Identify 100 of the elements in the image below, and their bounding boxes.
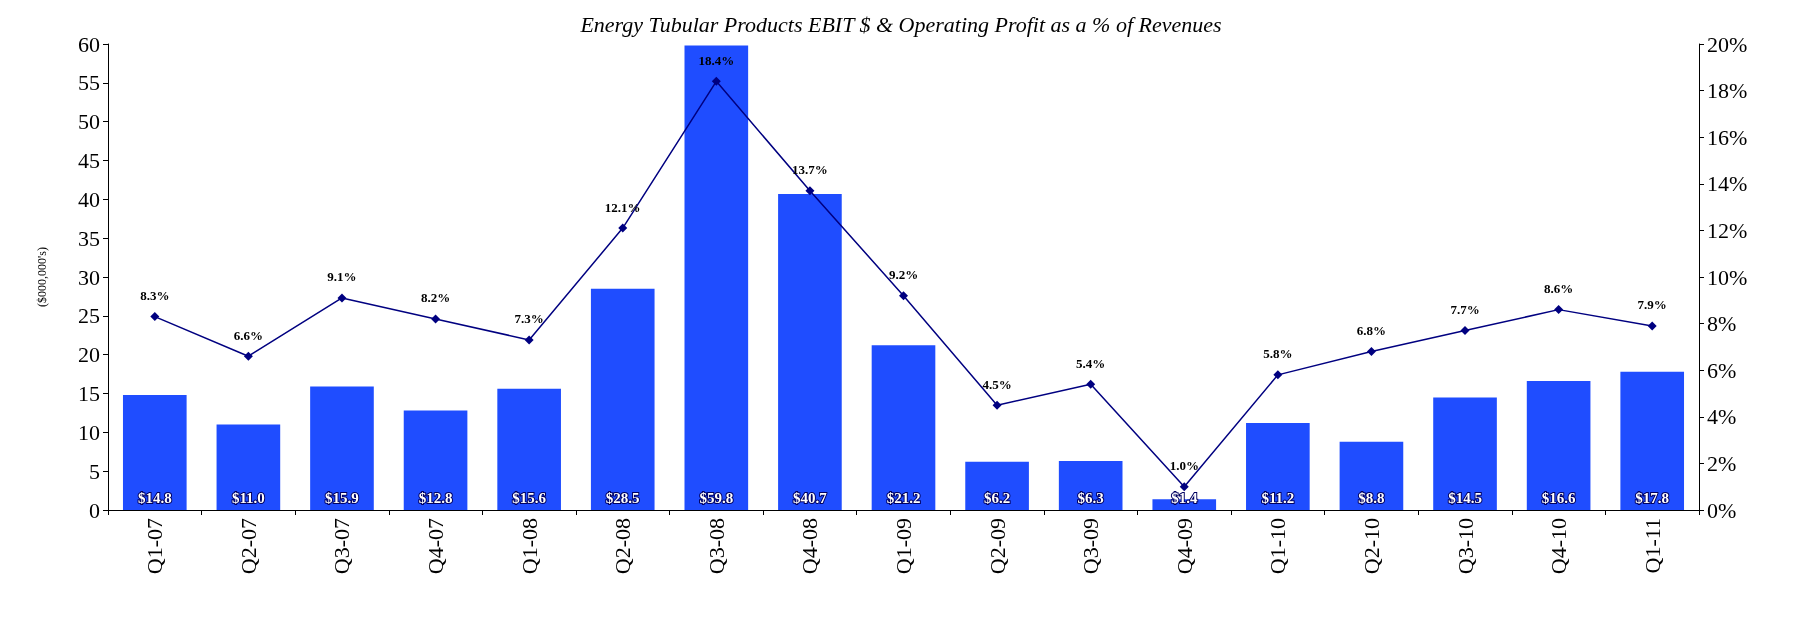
point bbox=[899, 291, 908, 301]
x-tick-label: Q1-10 bbox=[1265, 518, 1291, 575]
data-label: 9.1% bbox=[327, 269, 357, 285]
y2-tick-label: 0% bbox=[1707, 497, 1737, 523]
y2-tick-label: 8% bbox=[1707, 311, 1737, 337]
data-label: $6.3 bbox=[1077, 489, 1104, 506]
point bbox=[150, 312, 160, 322]
y-tick-label: 35 bbox=[78, 225, 100, 251]
point bbox=[1366, 347, 1376, 357]
x-tick-label: Q4-07 bbox=[423, 518, 449, 575]
data-label: 18.4% bbox=[698, 52, 735, 68]
y2-tick-label: 12% bbox=[1707, 217, 1748, 243]
y2-tick-label: 16% bbox=[1707, 124, 1748, 150]
point bbox=[992, 400, 1002, 410]
bar bbox=[1339, 441, 1404, 510]
data-label: $14.8 bbox=[137, 489, 172, 506]
bar bbox=[778, 193, 842, 510]
data-label: $59.8 bbox=[699, 489, 734, 506]
chart-title: Energy Tubular Products EBIT $ & Operating Profit as a % of Revenues bbox=[579, 11, 1222, 37]
point bbox=[1273, 370, 1283, 380]
data-label: $14.5 bbox=[1448, 489, 1482, 506]
y2-tick-label: 2% bbox=[1707, 450, 1737, 476]
y2-tick-label: 14% bbox=[1707, 171, 1748, 197]
bar bbox=[1246, 423, 1310, 510]
data-label: 13.7% bbox=[792, 162, 828, 178]
data-label: 5.8% bbox=[1263, 346, 1293, 362]
y-tick-label: 50 bbox=[78, 109, 100, 135]
bar bbox=[1526, 381, 1591, 510]
bar bbox=[871, 345, 936, 510]
point bbox=[711, 76, 721, 86]
point bbox=[1554, 305, 1564, 315]
data-label: $15.6 bbox=[512, 489, 547, 506]
bar bbox=[965, 461, 1029, 510]
data-label: $40.7 bbox=[793, 489, 828, 506]
data-label: 8.6% bbox=[1543, 281, 1574, 297]
x-tick-label: Q4-09 bbox=[1171, 518, 1197, 575]
y-tick-label: 45 bbox=[78, 148, 100, 173]
point bbox=[1179, 482, 1189, 492]
point bbox=[243, 351, 253, 361]
y2-tick-label: 10% bbox=[1707, 264, 1748, 290]
data-label: $15.9 bbox=[325, 489, 359, 506]
point bbox=[805, 186, 815, 196]
x-tick-label: Q1-08 bbox=[516, 518, 542, 575]
x-tick-label: Q1-11 bbox=[1639, 518, 1665, 574]
x-tick-label: Q3-10 bbox=[1452, 518, 1478, 575]
y2-tick-label: 6% bbox=[1707, 357, 1737, 383]
data-label: $16.6 bbox=[1541, 489, 1576, 506]
x-tick-label: Q2-08 bbox=[610, 518, 636, 575]
point bbox=[618, 223, 628, 233]
x-tick-label: Q4-08 bbox=[797, 518, 823, 575]
x-tick-label: Q1-09 bbox=[891, 518, 916, 575]
y-tick-label: 25 bbox=[78, 303, 100, 329]
data-label: 7.7% bbox=[1450, 302, 1480, 318]
data-label: 7.3% bbox=[514, 311, 544, 327]
bar bbox=[684, 45, 749, 510]
data-label: $28.5 bbox=[605, 489, 640, 506]
point bbox=[1086, 379, 1096, 389]
y2-tick-label: 18% bbox=[1707, 78, 1748, 104]
data-label: 1.0% bbox=[1169, 458, 1199, 474]
x-tick-label: Q3-08 bbox=[703, 518, 729, 575]
bar bbox=[497, 388, 561, 510]
x-tick-label: Q4-10 bbox=[1546, 518, 1572, 575]
data-label: $17.8 bbox=[1635, 489, 1670, 506]
data-label: $11.0 bbox=[231, 489, 265, 506]
y-tick-label: 15 bbox=[78, 381, 100, 406]
data-label: $6.2 bbox=[983, 489, 1011, 506]
x-tick-label: Q3-07 bbox=[329, 518, 355, 575]
data-label: 9.2% bbox=[888, 267, 919, 283]
point bbox=[1647, 321, 1657, 331]
data-label: $11.2 bbox=[1261, 489, 1295, 506]
y2-tick-label: 4% bbox=[1707, 404, 1737, 430]
data-label: 4.5% bbox=[982, 376, 1012, 392]
point bbox=[337, 293, 347, 303]
data-label: $12.8 bbox=[418, 489, 453, 506]
y-tick-label: 60 bbox=[78, 31, 100, 57]
y2-tick-label: 20% bbox=[1707, 31, 1748, 57]
data-label: 7.9% bbox=[1637, 297, 1667, 313]
x-tick-label: Q1-07 bbox=[142, 518, 168, 575]
data-label: 6.8% bbox=[1356, 323, 1387, 339]
bar bbox=[590, 288, 655, 510]
y-axis-title: ($000,000's) bbox=[35, 247, 49, 307]
x-tick-label: Q2-10 bbox=[1358, 518, 1384, 575]
x-tick-label: Q2-09 bbox=[984, 518, 1010, 575]
y-tick-label: 30 bbox=[78, 264, 100, 290]
data-label: 8.2% bbox=[420, 290, 451, 306]
bar bbox=[310, 386, 374, 510]
y-tick-label: 40 bbox=[78, 186, 100, 212]
data-label: 6.6% bbox=[233, 327, 264, 343]
point bbox=[1460, 326, 1470, 336]
bar bbox=[216, 424, 281, 510]
bar bbox=[403, 410, 468, 510]
x-tick-label: Q3-09 bbox=[1078, 518, 1104, 575]
data-label: $21.2 bbox=[886, 489, 921, 506]
y-tick-label: 20 bbox=[78, 342, 100, 368]
point bbox=[431, 314, 441, 324]
y-tick-label: 5 bbox=[89, 458, 100, 484]
y-tick-label: 55 bbox=[78, 70, 100, 96]
point bbox=[524, 335, 534, 345]
y-tick-label: 0 bbox=[89, 497, 100, 523]
bar bbox=[122, 395, 187, 510]
